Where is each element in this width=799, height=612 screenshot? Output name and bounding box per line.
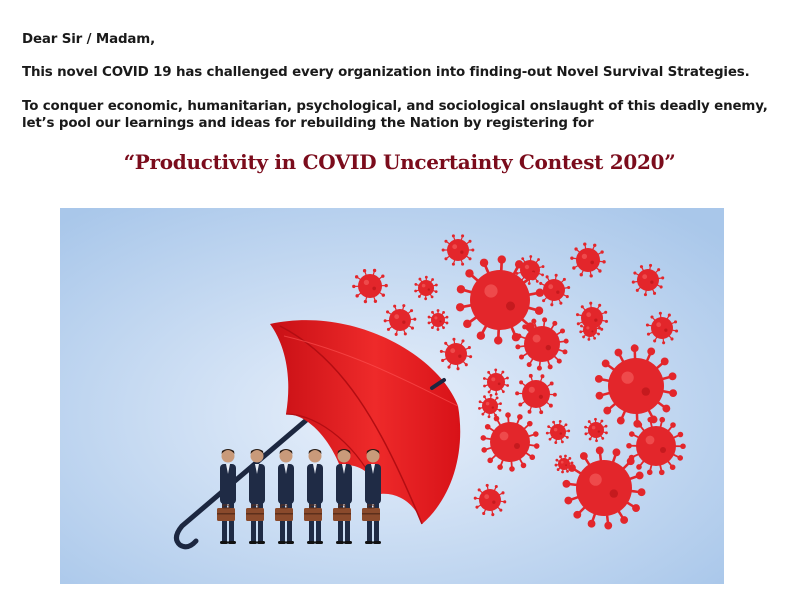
- virus-particle: [594, 344, 678, 428]
- virus-particle: [439, 337, 473, 371]
- virus-particle: [584, 417, 608, 443]
- contest-title: “Productivity in COVID Uncertainty Conte…: [123, 150, 676, 174]
- business-person: [304, 449, 323, 544]
- business-person: [246, 449, 265, 544]
- virus-particle: [352, 268, 388, 304]
- virus-particle: [562, 446, 646, 530]
- virus-particle: [545, 420, 571, 444]
- umbrella-tip: [430, 378, 446, 390]
- appeal-paragraph: To conquer economic, humanitarian, psych…: [22, 99, 768, 131]
- virus-particle: [482, 368, 510, 396]
- virus-particle: [631, 263, 665, 297]
- business-people-row: [217, 449, 381, 544]
- intro-paragraph: This novel COVID 19 has challenged every…: [22, 65, 750, 80]
- umbrella-handle: [174, 385, 347, 550]
- covid-umbrella-illustration: [60, 208, 724, 584]
- business-person: [217, 449, 236, 544]
- virus-particle: [515, 373, 557, 415]
- virus-cluster: [352, 234, 686, 530]
- virus-particle: [554, 454, 574, 474]
- virus-particle: [579, 319, 601, 341]
- virus-particle: [570, 242, 606, 278]
- virus-particle: [441, 234, 475, 266]
- virus-particle: [645, 311, 679, 345]
- greeting: Dear Sir / Madam,: [22, 32, 156, 47]
- red-umbrella: [174, 320, 461, 550]
- virus-particle: [455, 255, 545, 345]
- umbrella-canopy: [270, 320, 461, 524]
- business-person: [362, 449, 381, 544]
- virus-particle: [537, 273, 571, 307]
- business-person: [333, 449, 352, 544]
- virus-particle: [478, 393, 502, 419]
- virus-particle: [383, 304, 417, 336]
- business-person: [275, 449, 294, 544]
- virus-particle: [515, 317, 569, 371]
- virus-particle: [414, 275, 438, 301]
- virus-particle: [473, 483, 507, 517]
- virus-particle: [427, 309, 449, 331]
- virus-particle: [480, 412, 540, 472]
